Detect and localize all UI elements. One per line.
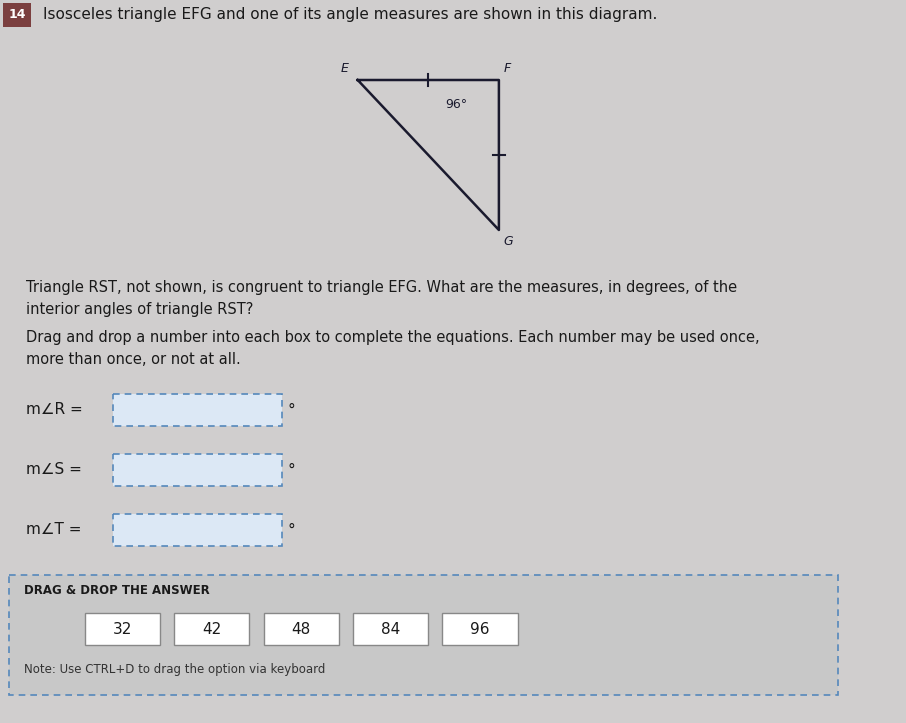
FancyBboxPatch shape xyxy=(9,575,838,695)
FancyBboxPatch shape xyxy=(85,613,160,645)
FancyBboxPatch shape xyxy=(113,514,283,546)
Text: 14: 14 xyxy=(8,9,25,22)
Text: 48: 48 xyxy=(292,622,311,636)
Text: m∠T =: m∠T = xyxy=(26,523,82,537)
FancyBboxPatch shape xyxy=(3,3,31,27)
Text: F: F xyxy=(504,62,511,75)
Text: Drag and drop a number into each box to complete the equations. Each number may : Drag and drop a number into each box to … xyxy=(26,330,760,367)
FancyBboxPatch shape xyxy=(113,454,283,486)
Text: Isosceles triangle EFG and one of its angle measures are shown in this diagram.: Isosceles triangle EFG and one of its an… xyxy=(43,7,658,22)
FancyBboxPatch shape xyxy=(174,613,249,645)
FancyBboxPatch shape xyxy=(353,613,429,645)
Text: G: G xyxy=(504,235,513,248)
Text: 96°: 96° xyxy=(446,98,467,111)
Text: Triangle RST, not shown, is congruent to triangle EFG. What are the measures, in: Triangle RST, not shown, is congruent to… xyxy=(26,280,737,317)
FancyBboxPatch shape xyxy=(442,613,517,645)
Text: 84: 84 xyxy=(381,622,400,636)
Text: °: ° xyxy=(287,463,294,477)
FancyBboxPatch shape xyxy=(264,613,339,645)
Text: 96: 96 xyxy=(470,622,490,636)
Text: m∠R =: m∠R = xyxy=(26,403,83,417)
Text: m∠S =: m∠S = xyxy=(26,463,82,477)
Text: Note: Use CTRL+D to drag the option via keyboard: Note: Use CTRL+D to drag the option via … xyxy=(24,664,325,677)
Text: 42: 42 xyxy=(202,622,221,636)
Text: °: ° xyxy=(287,523,294,537)
Text: °: ° xyxy=(287,403,294,417)
FancyBboxPatch shape xyxy=(113,394,283,426)
Text: 32: 32 xyxy=(112,622,132,636)
Text: DRAG & DROP THE ANSWER: DRAG & DROP THE ANSWER xyxy=(24,584,209,597)
Text: E: E xyxy=(341,62,348,75)
